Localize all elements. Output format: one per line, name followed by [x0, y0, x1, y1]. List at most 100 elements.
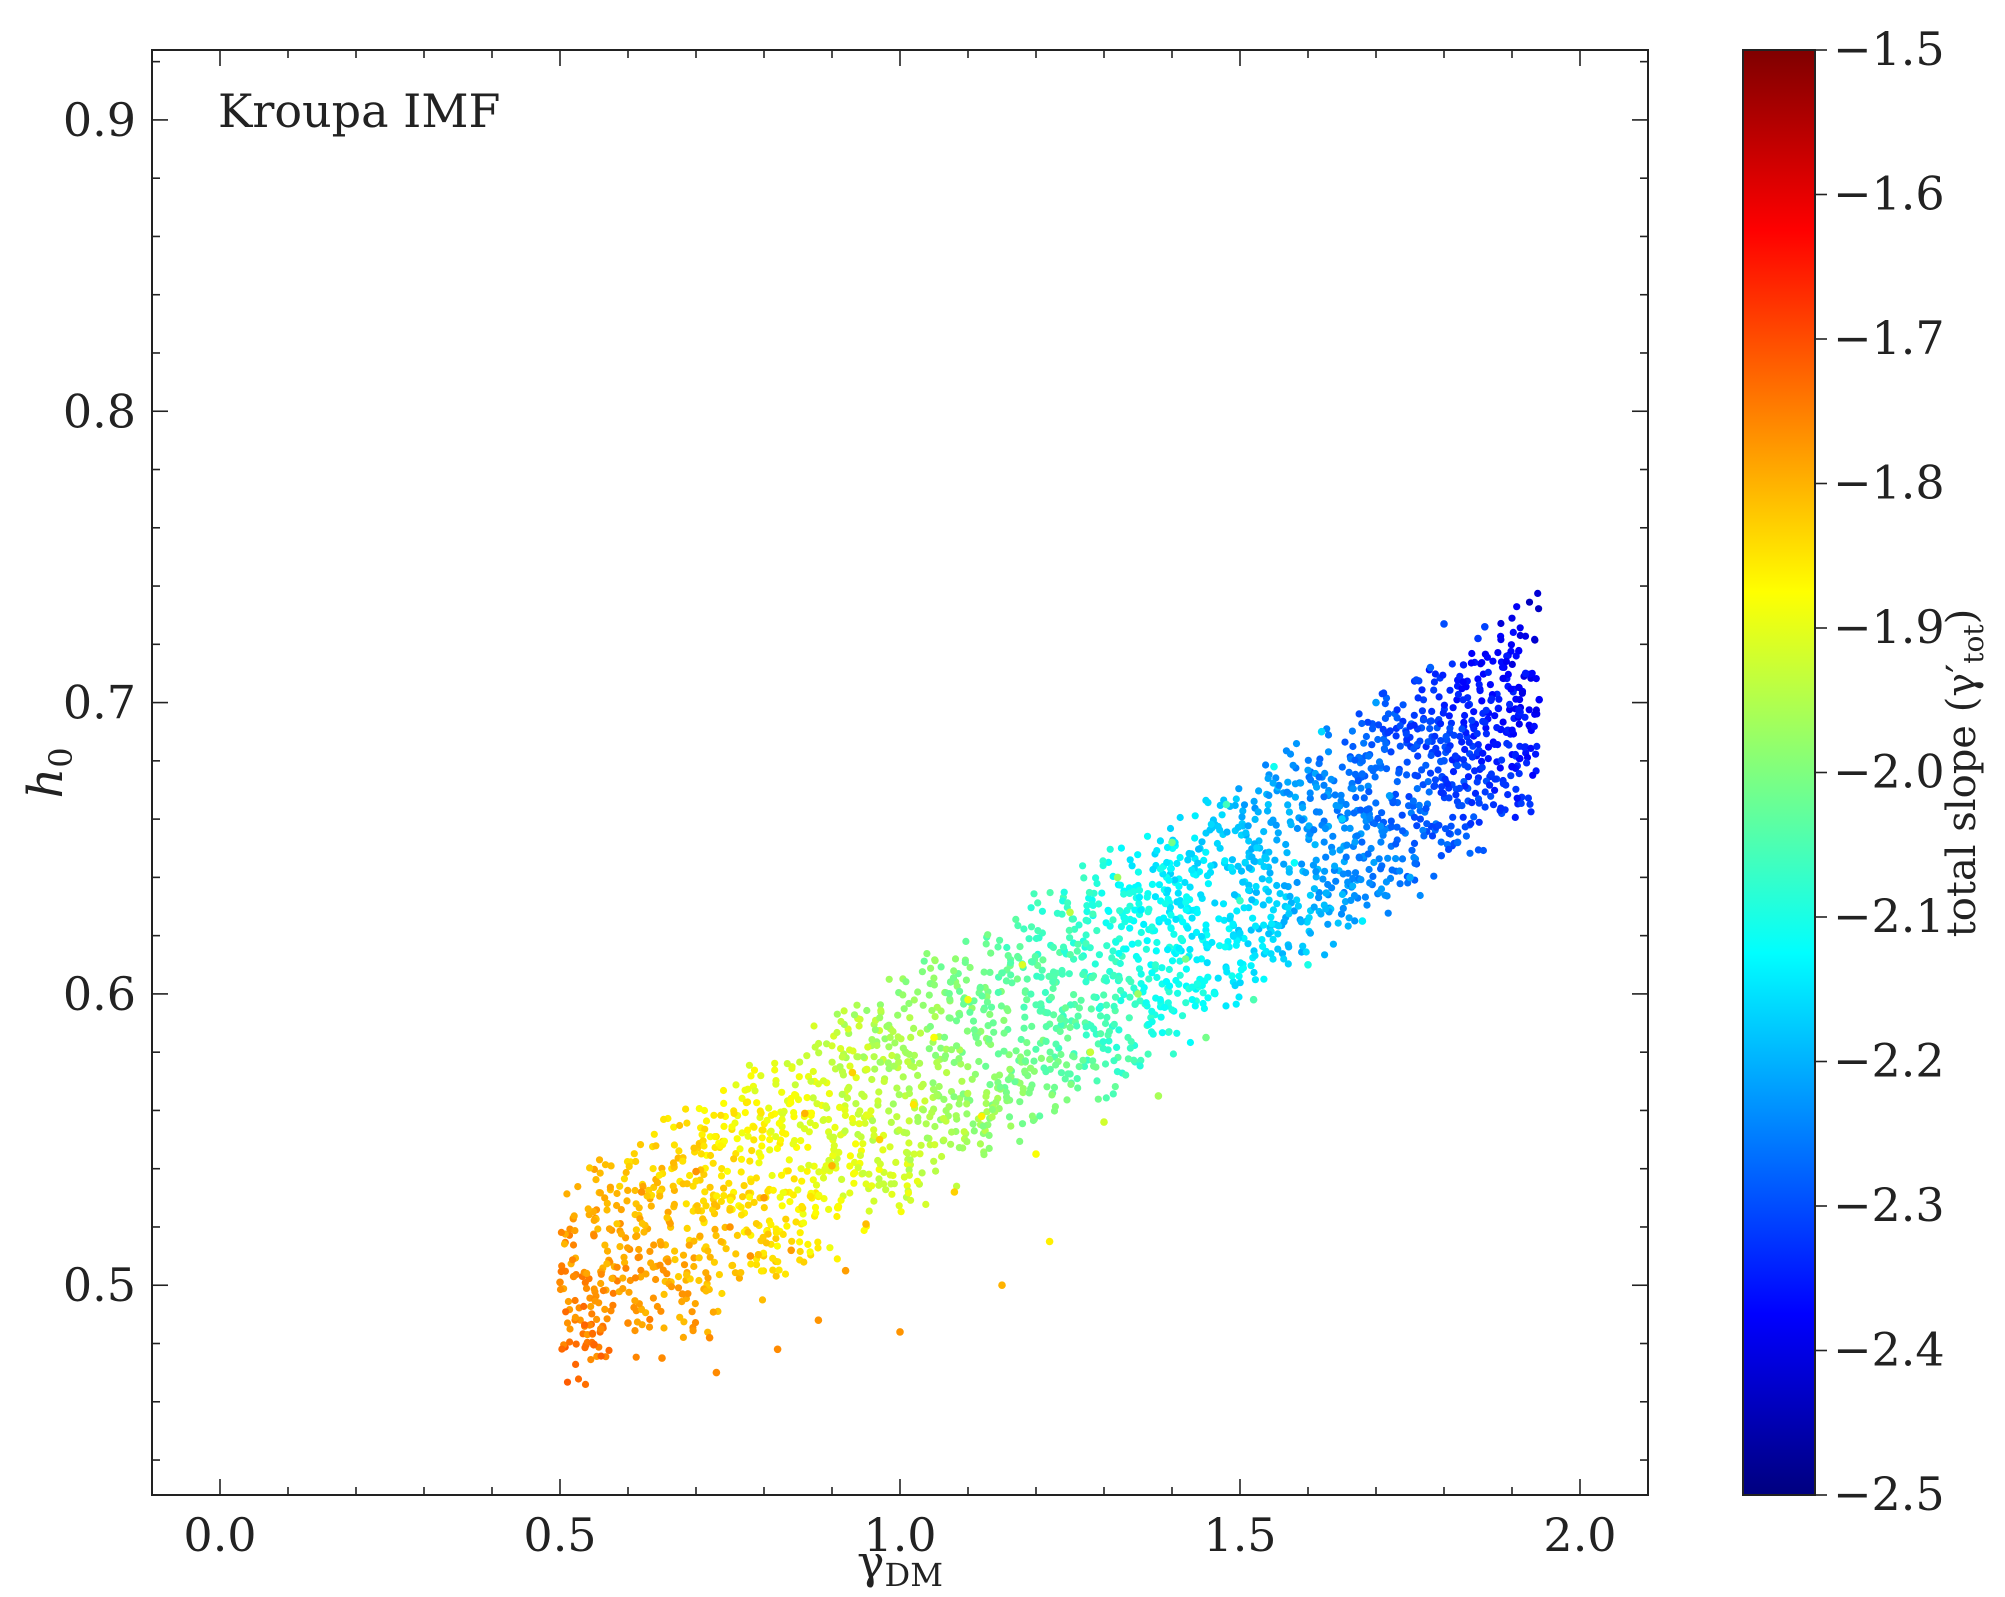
scatter-point [1127, 1038, 1135, 1046]
scatter-point [713, 1192, 721, 1200]
scatter-point [603, 1315, 611, 1323]
scatter-point [875, 1175, 883, 1183]
scatter-point [1426, 663, 1435, 672]
scatter-point [1092, 1063, 1100, 1071]
scatter-point [685, 1241, 693, 1249]
scatter-point [1268, 920, 1276, 928]
scatter-point [953, 1182, 961, 1190]
scatter-point [1169, 1050, 1177, 1058]
scatter-point [710, 1200, 719, 1208]
scatter-point [1249, 995, 1258, 1004]
scatter-point [1515, 770, 1523, 778]
scatter-point [683, 1224, 691, 1232]
scatter-point [1264, 801, 1272, 809]
colorbar-tick-label: −2.5 [1833, 1467, 1945, 1521]
scatter-point [1102, 919, 1110, 927]
colorbar-tick-label: −2.0 [1833, 745, 1945, 799]
scatter-point [895, 1126, 903, 1134]
scatter-point [1436, 720, 1445, 728]
scatter-point [1229, 932, 1237, 940]
scatter-point [1351, 756, 1359, 764]
scatter-point [1048, 1091, 1056, 1099]
scatter-point [849, 1170, 858, 1178]
scatter-point [722, 1245, 730, 1253]
scatter-point [1211, 899, 1219, 907]
scatter-point [709, 1206, 717, 1214]
scatter-point [955, 1055, 963, 1063]
scatter-point [769, 1266, 777, 1274]
scatter-point [772, 1080, 780, 1088]
scatter-point [767, 1127, 775, 1135]
scatter-point [1128, 862, 1136, 870]
scatter-point [932, 1167, 940, 1175]
scatter-point [960, 1128, 968, 1136]
scatter-point [1521, 669, 1530, 678]
scatter-point [1273, 900, 1281, 908]
scatter-point [1027, 990, 1035, 998]
scatter-point [1070, 991, 1078, 999]
scatter-point [674, 1273, 683, 1281]
scatter-point [765, 1104, 773, 1112]
scatter-point [889, 1100, 897, 1108]
scatter-point [755, 1149, 763, 1157]
scatter-point [728, 1123, 736, 1131]
scatter-point [1424, 738, 1432, 746]
scatter-point [1508, 726, 1516, 734]
scatter-point [587, 1302, 595, 1311]
scatter-point [1364, 782, 1372, 790]
scatter-point [1078, 953, 1086, 961]
scatter-point [1351, 869, 1360, 877]
scatter-point [1322, 853, 1330, 861]
scatter-point [1110, 1057, 1118, 1065]
scatter-point [1320, 793, 1328, 801]
scatter-point [725, 1179, 733, 1187]
scatter-point [1462, 832, 1470, 840]
scatter-point [907, 1196, 915, 1204]
scatter-point [952, 1017, 961, 1025]
scatter-point [1273, 836, 1281, 844]
scatter-point [747, 1178, 755, 1186]
scatter-point [894, 1011, 902, 1019]
scatter-point [928, 1006, 936, 1015]
scatter-point [837, 1045, 845, 1053]
scatter-point [1393, 823, 1401, 831]
scatter-point [796, 1247, 804, 1256]
scatter-point [709, 1308, 717, 1316]
scatter-point [1218, 811, 1226, 819]
scatter-point [1151, 961, 1159, 969]
scatter-point [1530, 722, 1538, 731]
scatter-point [1066, 1070, 1074, 1078]
scatter-point [653, 1302, 662, 1311]
scatter-point [656, 1261, 664, 1269]
scatter-point [1498, 756, 1506, 764]
scatter-point [882, 1186, 890, 1194]
scatter-point [739, 1193, 747, 1201]
scatter-point [1199, 999, 1207, 1008]
scatter-point [1321, 951, 1329, 959]
scatter-point [1405, 793, 1413, 801]
scatter-point [900, 1173, 909, 1181]
scatter-point [862, 1111, 871, 1119]
scatter-point [1416, 815, 1424, 823]
scatter-point [836, 1103, 844, 1111]
scatter-point [1502, 657, 1510, 666]
scatter-point [1494, 649, 1502, 657]
scatter-point [745, 1061, 754, 1069]
scatter-point [1358, 719, 1366, 728]
scatter-point [910, 1024, 918, 1032]
scatter-point [1399, 701, 1407, 709]
scatter-point [1265, 848, 1273, 856]
scatter-point [1165, 876, 1173, 884]
scatter-point [1221, 857, 1229, 865]
scatter-point [1358, 838, 1366, 846]
scatter-point [969, 1017, 978, 1025]
scatter-point [1384, 729, 1392, 737]
scatter-point [976, 1140, 985, 1148]
scatter-point [837, 1196, 845, 1204]
scatter-point [1446, 724, 1454, 732]
scatter-point [902, 978, 910, 986]
scatter-point [828, 1162, 836, 1170]
scatter-point [1396, 742, 1404, 750]
scatter-point [931, 1013, 939, 1021]
scatter-point [1475, 818, 1483, 826]
